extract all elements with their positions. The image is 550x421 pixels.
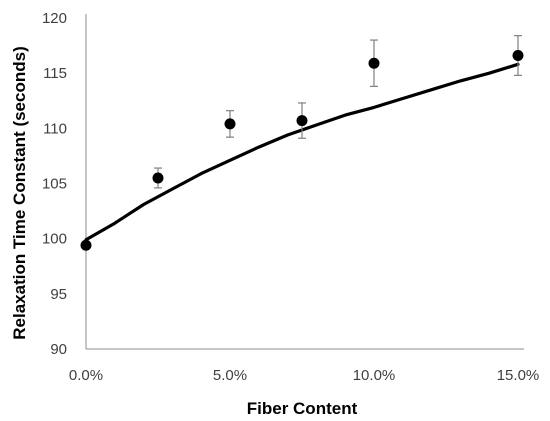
y-tick-label: 105 [42, 176, 67, 193]
fit-line [84, 62, 520, 242]
data-point [152, 172, 164, 184]
fit-line-layer [84, 62, 520, 242]
data-point [296, 115, 308, 127]
x-tick-label: 5.0% [213, 367, 247, 384]
data-point [512, 50, 524, 62]
y-tick-label: 120 [42, 10, 67, 27]
x-axis-title: Fiber Content [247, 399, 358, 418]
data-point [224, 118, 236, 130]
y-tick-label: 110 [43, 120, 67, 137]
error-bars [154, 35, 522, 189]
x-tick-label: 10.0% [353, 367, 396, 384]
data-point [80, 239, 92, 251]
y-tick-label: 115 [43, 65, 67, 82]
data-point [368, 57, 380, 69]
x-tick-label: 15.0% [497, 367, 540, 384]
y-tick-label: 100 [42, 231, 67, 248]
x-tick-labels: 0.0% 5.0% 10.0% 15.0% [69, 367, 539, 384]
x-tick-label: 0.0% [69, 367, 103, 384]
y-tick-label: 95 [50, 286, 67, 303]
data-points [80, 50, 524, 251]
axes [85, 14, 524, 350]
y-axis-title: Relaxation Time Constant (seconds) [10, 46, 29, 339]
y-tick-labels: 90 95 100 105 110 115 120 [42, 10, 67, 358]
y-tick-label: 90 [50, 341, 67, 358]
